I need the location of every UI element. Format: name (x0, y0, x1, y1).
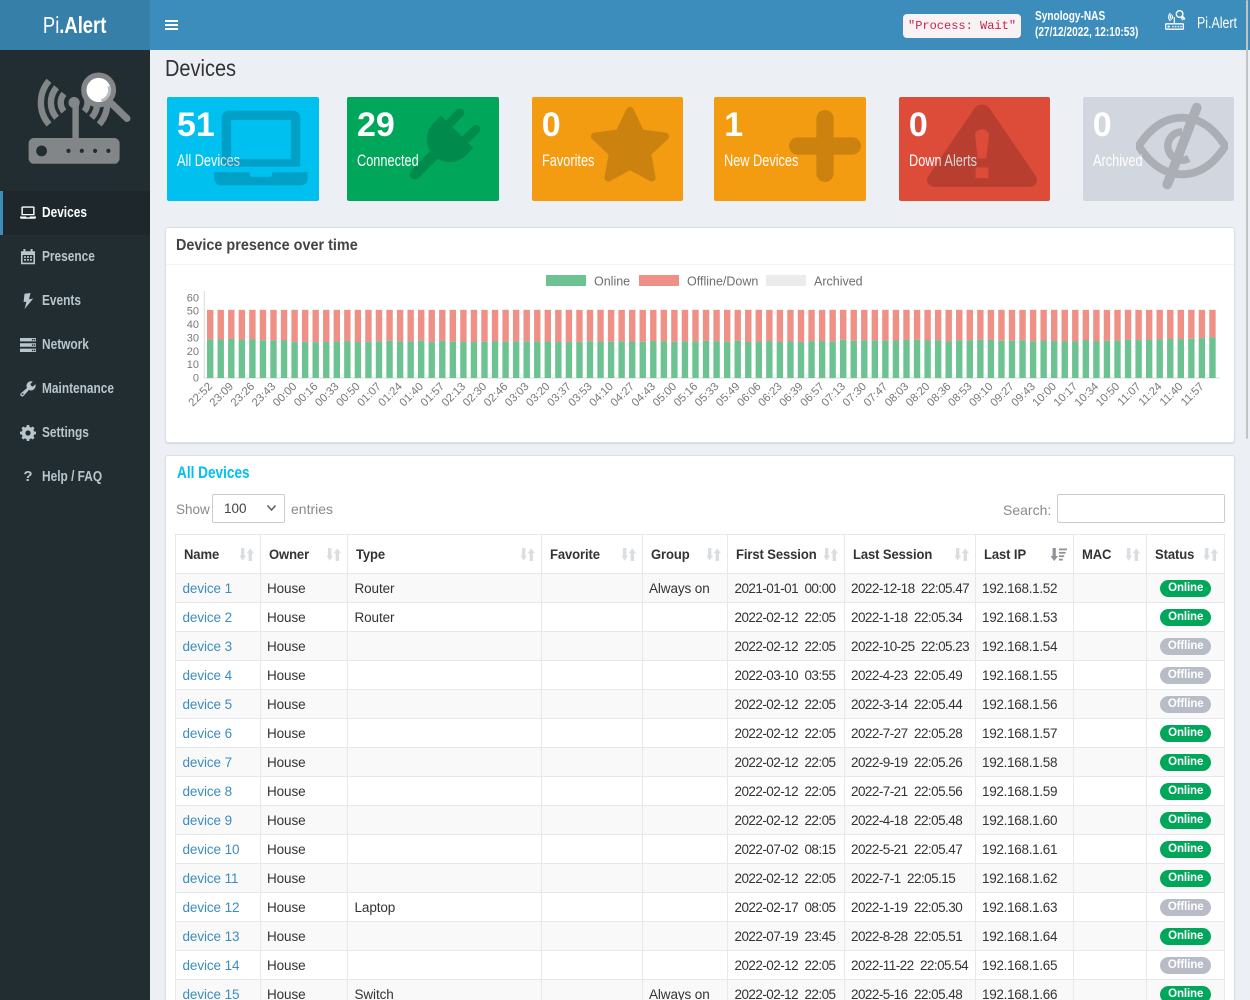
svg-text:10: 10 (187, 359, 199, 371)
svg-text:30: 30 (187, 332, 199, 344)
svg-text:10:50: 10:50 (1094, 381, 1122, 409)
svg-text:40: 40 (187, 319, 199, 331)
svg-text:11:57: 11:57 (1179, 381, 1207, 409)
svg-text:60: 60 (187, 292, 199, 304)
svg-text:Online: Online (594, 275, 630, 289)
svg-text:11:40: 11:40 (1158, 381, 1186, 409)
svg-text:Offline/Down: Offline/Down (687, 275, 758, 289)
svg-text:Archived: Archived (814, 275, 863, 289)
svg-text:20: 20 (187, 346, 199, 358)
svg-text:50: 50 (187, 306, 199, 318)
svg-text:11:07: 11:07 (1116, 381, 1144, 409)
svg-text:11:24: 11:24 (1137, 381, 1165, 409)
svg-text:0: 0 (193, 373, 199, 385)
